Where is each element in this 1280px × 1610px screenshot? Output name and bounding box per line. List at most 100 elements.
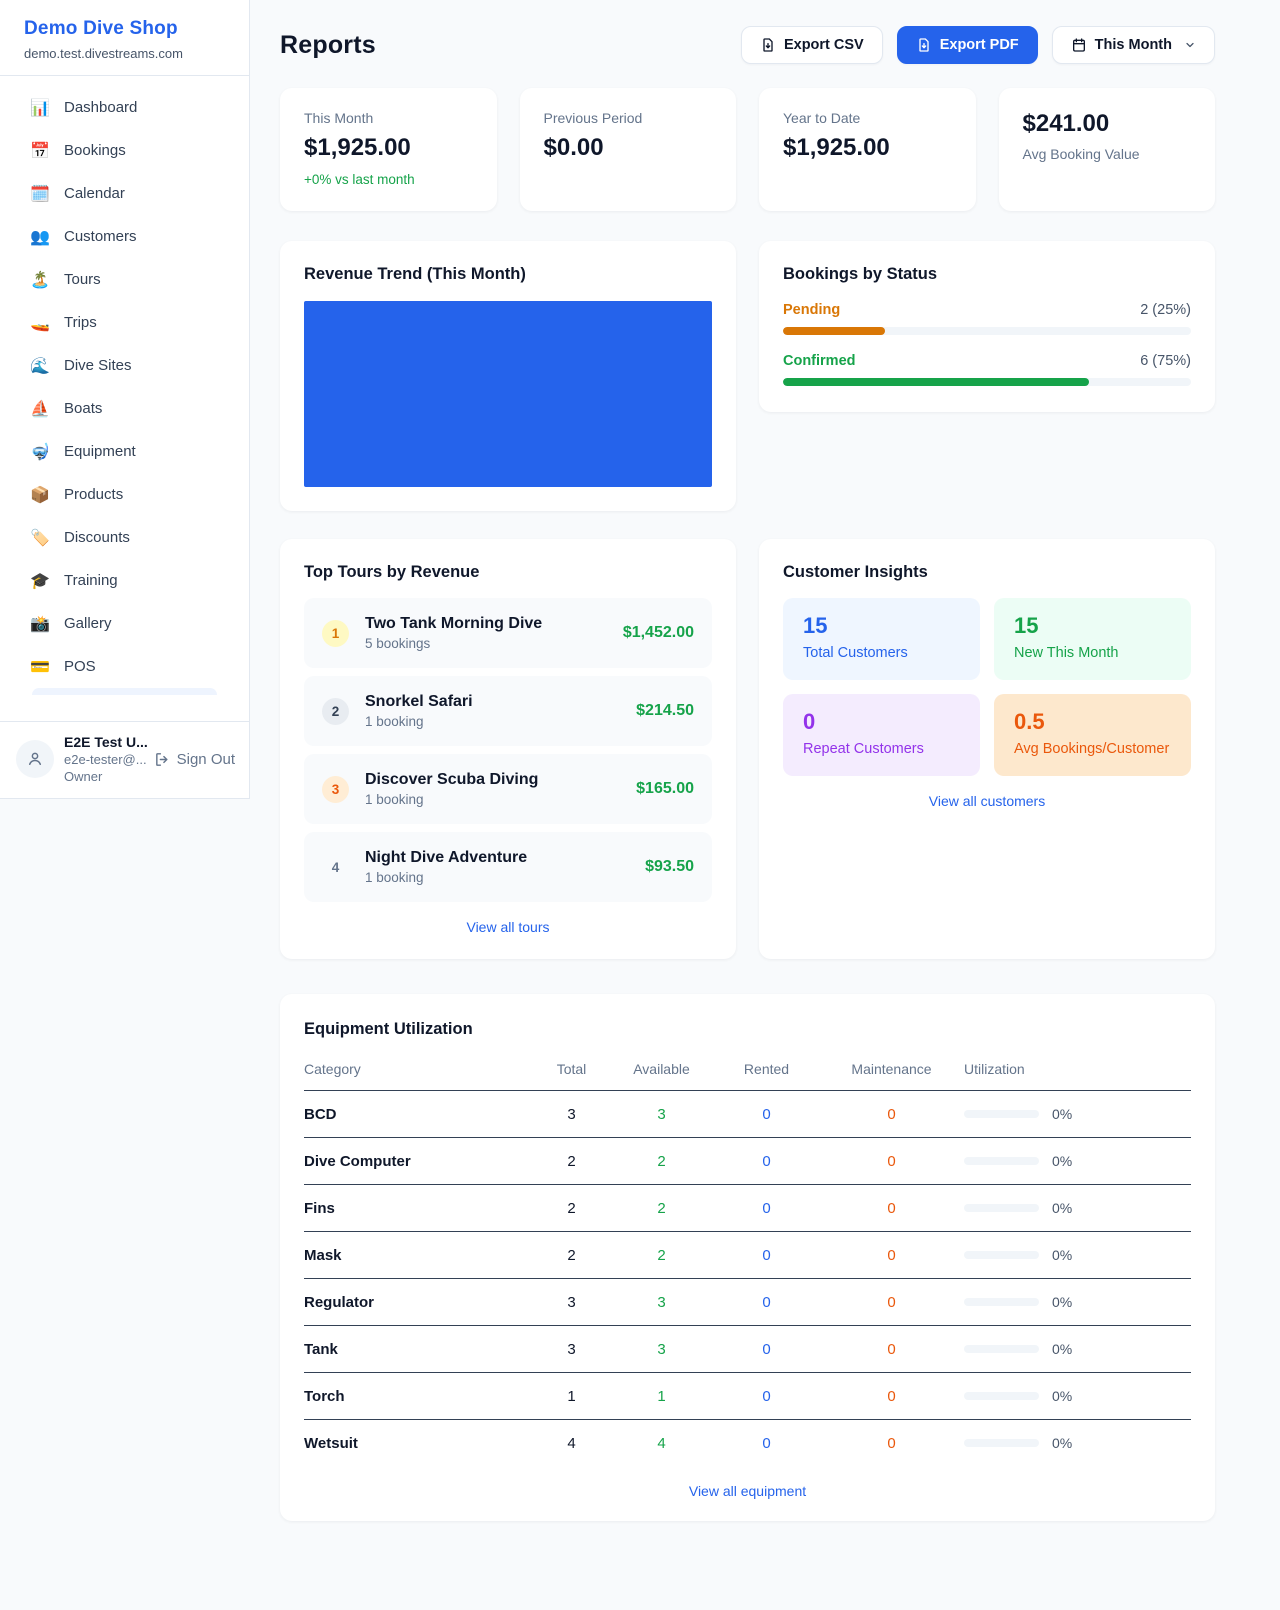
stat-value: $1,925.00 xyxy=(783,134,890,161)
cell-rented: 0 xyxy=(762,1105,771,1123)
file-download-icon xyxy=(763,38,773,52)
cell-utilization: 0% xyxy=(964,1294,1191,1310)
equipment-utilization-title: Equipment Utilization xyxy=(304,1020,473,1038)
tour-name: Discover Scuba Diving xyxy=(365,771,539,788)
view-all-tours-link[interactable]: View all tours xyxy=(466,919,550,935)
sidebar-item-label: POS xyxy=(64,658,96,675)
island-icon: 🏝️ xyxy=(30,271,50,289)
cell-utilization: 0% xyxy=(964,1341,1191,1357)
avatar xyxy=(16,740,54,778)
charts-row: Revenue Trend (This Month) Bookings by S… xyxy=(280,241,1215,511)
sidebar-item-reports-partial[interactable] xyxy=(32,688,217,695)
header-actions: Export CSV Export PDF This Month xyxy=(740,26,1215,64)
utilization-bar xyxy=(964,1298,1039,1306)
diving-mask-icon: 🤿 xyxy=(30,443,50,461)
tour-row: 1 Two Tank Morning Dive 5 bookings $1,452… xyxy=(304,598,712,668)
user-email: e2e-tester@... xyxy=(64,752,147,767)
column-header: Utilization xyxy=(964,1061,1025,1077)
stat-card-this-month: This Month $1,925.00 +0% vs last month xyxy=(280,88,497,211)
graduation-cap-icon: 🎓 xyxy=(30,572,50,590)
status-bar-track xyxy=(783,327,1191,335)
camera-icon: 📸 xyxy=(30,615,50,633)
utilization-pct: 0% xyxy=(1052,1388,1073,1404)
sign-out-icon xyxy=(155,752,168,766)
sidebar-item-dashboard[interactable]: 📊 Dashboard xyxy=(16,86,233,129)
insight-label: Repeat Customers xyxy=(803,741,924,757)
utilization-pct: 0% xyxy=(1052,1294,1073,1310)
sidebar-item-discounts[interactable]: 🏷️ Discounts xyxy=(16,516,233,559)
sidebar-item-bookings[interactable]: 📅 Bookings xyxy=(16,129,233,172)
tour-bookings: 5 bookings xyxy=(365,636,431,651)
user-meta: E2E Test U... e2e-tester@... Owner xyxy=(64,734,148,784)
tour-revenue: $214.50 xyxy=(636,702,694,719)
stat-card-year-to-date: Year to Date $1,925.00 xyxy=(759,88,976,211)
stat-value: $1,925.00 xyxy=(304,134,411,161)
view-all-equipment-link[interactable]: View all equipment xyxy=(688,1483,807,1499)
sign-out-button[interactable]: Sign Out xyxy=(154,751,235,768)
export-pdf-button[interactable]: Export PDF xyxy=(896,26,1038,64)
customer-insights-card: Customer Insights 15 Total Customers 15 … xyxy=(759,539,1215,959)
cell-available: 3 xyxy=(657,1105,666,1123)
customers-icon: 👥 xyxy=(30,228,50,246)
cell-category: Tank xyxy=(304,1340,338,1358)
tour-revenue: $93.50 xyxy=(645,858,694,875)
cell-rented: 0 xyxy=(762,1434,771,1452)
cell-rented: 0 xyxy=(762,1152,771,1170)
column-header: Maintenance xyxy=(851,1061,932,1077)
sidebar-item-customers[interactable]: 👥 Customers xyxy=(16,215,233,258)
cell-rented: 0 xyxy=(762,1199,771,1217)
revenue-trend-card: Revenue Trend (This Month) xyxy=(280,241,736,511)
status-bar-fill xyxy=(783,378,1089,386)
utilization-bar xyxy=(964,1251,1039,1259)
export-csv-label: Export CSV xyxy=(783,37,864,53)
view-all-customers-link[interactable]: View all customers xyxy=(928,793,1046,809)
cell-rented: 0 xyxy=(762,1246,771,1264)
tour-list: 1 Two Tank Morning Dive 5 bookings $1,452… xyxy=(304,598,712,902)
package-icon: 📦 xyxy=(30,486,50,504)
rank-badge: 3 xyxy=(322,775,349,803)
sidebar-item-trips[interactable]: 🚤 Trips xyxy=(16,301,233,344)
sidebar-item-products[interactable]: 📦 Products xyxy=(16,473,233,516)
cell-available: 3 xyxy=(657,1340,666,1358)
utilization-pct: 0% xyxy=(1052,1200,1073,1216)
sidebar-item-pos[interactable]: 💳 POS xyxy=(16,645,233,688)
sidebar-item-gallery[interactable]: 📸 Gallery xyxy=(16,602,233,645)
insight-new-this-month: 15 New This Month xyxy=(994,598,1191,680)
sidebar-item-label: Discounts xyxy=(64,529,130,546)
sidebar-item-tours[interactable]: 🏝️ Tours xyxy=(16,258,233,301)
export-csv-button[interactable]: Export CSV xyxy=(740,26,883,64)
user-role: Owner xyxy=(64,769,103,784)
cell-total: 2 xyxy=(567,1152,576,1170)
utilization-bar xyxy=(964,1157,1039,1165)
utilization-bar xyxy=(964,1345,1039,1353)
calendar-icon: 🗓️ xyxy=(30,185,50,203)
cell-available: 1 xyxy=(657,1387,666,1405)
table-row: Mask 2 2 0 0 0% xyxy=(304,1232,1191,1279)
cell-maintenance: 0 xyxy=(887,1387,896,1405)
user-name: E2E Test U... xyxy=(64,734,148,750)
sidebar-item-boats[interactable]: ⛵ Boats xyxy=(16,387,233,430)
period-dropdown[interactable]: This Month xyxy=(1051,26,1215,64)
tour-row: 4 Night Dive Adventure 1 booking $93.50 xyxy=(304,832,712,902)
sidebar-item-label: Calendar xyxy=(64,185,125,202)
sidebar-item-equipment[interactable]: 🤿 Equipment xyxy=(16,430,233,473)
cell-total: 1 xyxy=(567,1387,576,1405)
utilization-pct: 0% xyxy=(1052,1153,1073,1169)
tour-bookings: 1 booking xyxy=(365,714,424,729)
stat-label: Year to Date xyxy=(783,110,861,126)
stat-label: This Month xyxy=(304,110,374,126)
insight-value: 0.5 xyxy=(1014,709,1045,734)
stat-delta: +0% vs last month xyxy=(304,172,415,187)
rank-badge: 1 xyxy=(322,619,349,647)
speedboat-icon: 🚤 xyxy=(30,314,50,332)
cell-category: Mask xyxy=(304,1246,342,1264)
cell-rented: 0 xyxy=(762,1340,771,1358)
tour-revenue: $1,452.00 xyxy=(622,624,694,641)
cell-utilization: 0% xyxy=(964,1247,1191,1263)
sidebar-item-training[interactable]: 🎓 Training xyxy=(16,559,233,602)
insight-label: Avg Bookings/Customer xyxy=(1014,741,1170,757)
utilization-bar xyxy=(964,1110,1039,1118)
sidebar-item-calendar[interactable]: 🗓️ Calendar xyxy=(16,172,233,215)
sidebar-item-label: Trips xyxy=(64,314,97,331)
sidebar-item-dive-sites[interactable]: 🌊 Dive Sites xyxy=(16,344,233,387)
